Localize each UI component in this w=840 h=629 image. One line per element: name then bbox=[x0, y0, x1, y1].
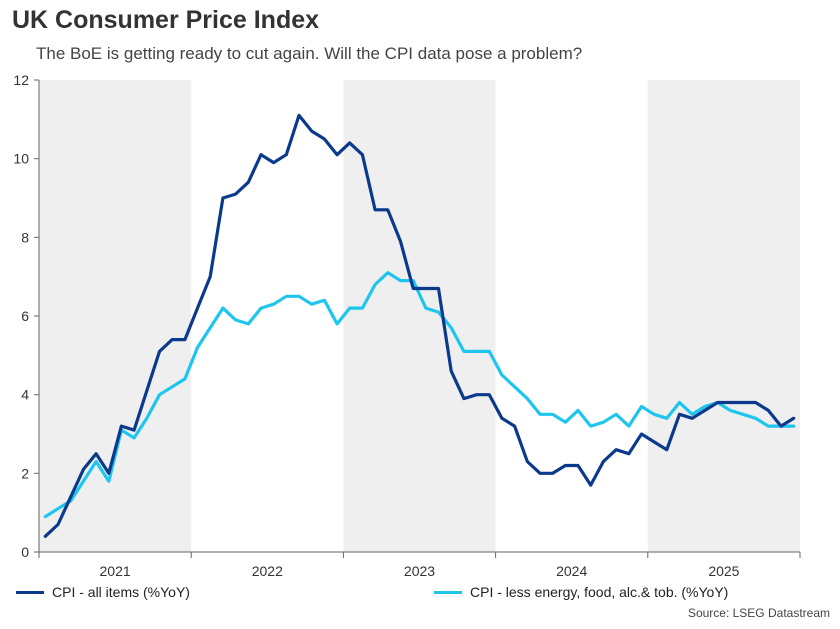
y-tick-label-0: 0 bbox=[21, 544, 29, 560]
x-tick-label-2021: 2021 bbox=[100, 563, 131, 579]
x-tick-label-2023: 2023 bbox=[404, 563, 435, 579]
y-tick-label-4: 4 bbox=[21, 387, 29, 403]
legend-label-cpi-all: CPI - all items (%YoY) bbox=[52, 584, 190, 600]
legend-item-cpi-core: CPI - less energy, food, alc.& tob. (%Yo… bbox=[434, 584, 728, 600]
legend-swatch-cpi-all bbox=[16, 590, 44, 594]
series-line-cpi-core bbox=[43, 271, 796, 519]
y-tick-label-10: 10 bbox=[13, 151, 29, 167]
y-tick-label-2: 2 bbox=[21, 465, 29, 481]
legend-label-cpi-core: CPI - less energy, food, alc.& tob. (%Yo… bbox=[470, 584, 729, 600]
legend-swatch-cpi-core bbox=[434, 590, 462, 594]
legend-item-cpi-all: CPI - all items (%YoY) bbox=[16, 584, 190, 600]
y-tick-label-8: 8 bbox=[21, 229, 29, 245]
x-tick-label-2025: 2025 bbox=[708, 563, 739, 579]
year-band-2025 bbox=[647, 80, 800, 552]
series-line-cpi-all bbox=[43, 113, 796, 538]
y-tick-label-6: 6 bbox=[21, 308, 29, 324]
y-tick-label-12: 12 bbox=[13, 72, 29, 88]
x-tick-label-2024: 2024 bbox=[556, 563, 587, 579]
x-tick-label-2022: 2022 bbox=[252, 563, 283, 579]
year-band-2021 bbox=[39, 80, 192, 552]
year-band-2023 bbox=[343, 80, 496, 552]
source-note: Source: LSEG Datastream bbox=[687, 606, 830, 620]
chart-subtitle: The BoE is getting ready to cut again. W… bbox=[36, 44, 583, 63]
chart-title: UK Consumer Price Index bbox=[12, 6, 320, 34]
